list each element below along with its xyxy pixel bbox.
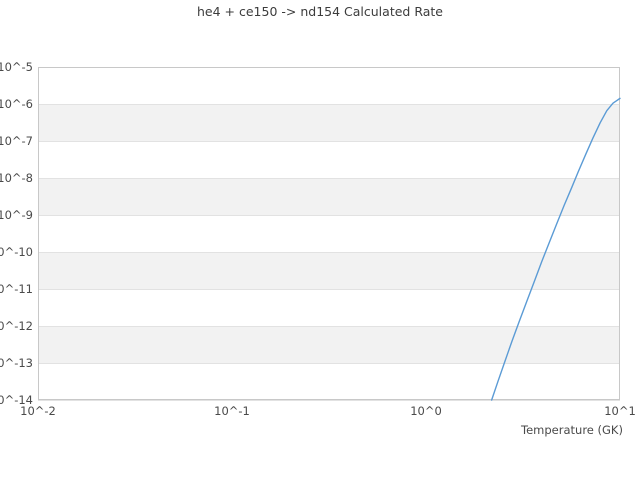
series-group [490, 97, 621, 401]
y-axis-tick-labels: 10^-5 10^-6 10^-7 10^-8 10^-9 10^-10 10^-11 10^… [0, 60, 33, 407]
x-tick-label: 10^1 [604, 404, 636, 418]
band [38, 178, 620, 215]
y-tick-label: 10^-5 [0, 60, 33, 74]
band [38, 252, 620, 289]
alternating-bands [38, 104, 620, 363]
band [38, 326, 620, 363]
x-axis-tick-labels: 10^-2 10^-1 10^0 10^1 [20, 404, 636, 418]
band [38, 104, 620, 141]
y-tick-label: 10^-9 [0, 208, 33, 222]
chart-title: he4 + ce150 -> nd154 Calculated Rate [197, 4, 443, 19]
x-axis-title: Temperature (GK) [520, 423, 623, 437]
x-tick-label: 10^0 [410, 404, 442, 418]
gridlines [38, 67, 620, 401]
x-tick-label: 10^-1 [214, 404, 250, 418]
x-tick-label: 10^-2 [20, 404, 56, 418]
y-tick-label: 10^-12 [0, 319, 33, 333]
y-tick-label: 10^-10 [0, 245, 33, 259]
y-tick-label: 10^-6 [0, 97, 33, 111]
y-tick-label: 10^-8 [0, 171, 33, 185]
y-tick-label: 10^-13 [0, 356, 33, 370]
plot-border [38, 67, 620, 400]
y-tick-label: 10^-7 [0, 134, 33, 148]
y-tick-label: 10^-11 [0, 282, 33, 296]
series-line [490, 97, 621, 401]
y-tick-label: 10^-14 [0, 393, 33, 407]
